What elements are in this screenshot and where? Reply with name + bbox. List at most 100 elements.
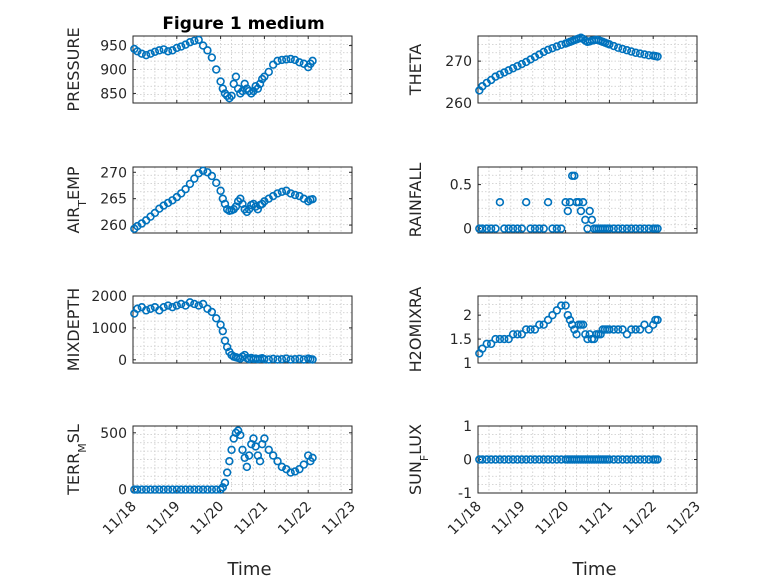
data-point [216, 485, 225, 494]
data-point [508, 64, 518, 73]
data-point [565, 315, 575, 325]
data-point [640, 50, 649, 59]
data-point [513, 455, 522, 464]
data-point [543, 198, 553, 207]
data-point [308, 355, 317, 364]
data-point [308, 56, 317, 66]
x-tick-label: 11/18 [445, 499, 485, 539]
data-point [247, 89, 256, 98]
data-point [535, 224, 544, 233]
y-axis-label: THETA [406, 44, 425, 96]
data-point [268, 354, 278, 364]
data-point [249, 434, 258, 443]
data-point [231, 428, 241, 438]
data-point [172, 485, 182, 494]
data-point [290, 467, 300, 476]
data-point [222, 342, 232, 352]
data-point [500, 455, 509, 464]
data-point [146, 485, 155, 494]
data-point [212, 65, 221, 74]
data-point [585, 206, 594, 216]
y-axis-label: MIXDEPTH [64, 288, 83, 371]
data-point [478, 224, 487, 233]
data-point [260, 434, 269, 443]
y-tick-label: 950 [100, 39, 127, 55]
data-point [137, 485, 146, 494]
data-series [130, 166, 317, 233]
data-point [495, 198, 505, 207]
y-tick-label: 1 [463, 356, 472, 372]
data-point [150, 485, 160, 494]
data-point [176, 42, 186, 51]
data-point [194, 35, 203, 45]
y-axis-label: SUNFLUX [406, 424, 431, 495]
x-tick-label: 11/18 [100, 499, 140, 539]
data-point [295, 464, 304, 474]
subplot-air-temp: 260 265 270 AIRTEMP [64, 165, 353, 234]
data-point [207, 53, 217, 62]
data-point [176, 299, 186, 309]
data-point [236, 430, 245, 440]
data-point [227, 91, 236, 101]
data-point [605, 224, 614, 233]
data-point [185, 179, 195, 189]
data-point [539, 47, 548, 57]
data-point [212, 178, 221, 188]
y-axis-label: H2OMIXRA [406, 287, 425, 373]
y-tick-label: 1 [463, 419, 472, 435]
data-point [648, 320, 658, 329]
data-point [517, 224, 526, 233]
data-point [526, 455, 535, 464]
y-axis-label: TERRMSL [64, 424, 89, 496]
data-point [486, 224, 496, 233]
data-point [635, 49, 645, 58]
data-point [168, 46, 177, 55]
data-point [557, 224, 566, 233]
data-point [557, 301, 566, 310]
data-point [181, 184, 190, 194]
data-point [268, 451, 278, 460]
data-point [255, 79, 265, 89]
data-point [277, 187, 287, 197]
data-point [605, 455, 614, 464]
data-point [159, 45, 168, 54]
data-point [190, 36, 199, 45]
data-point [190, 299, 199, 309]
data-point [194, 301, 203, 310]
data-point [168, 485, 177, 494]
data-point [181, 40, 190, 49]
data-point [198, 485, 208, 494]
data-point [500, 224, 509, 233]
axes-box [132, 295, 353, 364]
data-point [308, 453, 317, 462]
data-point [290, 190, 300, 200]
data-point [644, 325, 654, 334]
data-point [570, 325, 579, 334]
data-point [225, 457, 234, 466]
data-point [526, 325, 535, 334]
data-point [631, 224, 640, 233]
data-point [277, 354, 287, 364]
data-point [218, 483, 227, 492]
data-point [605, 40, 614, 49]
data-point [535, 455, 544, 464]
data-point [627, 325, 636, 334]
data-series [475, 455, 662, 464]
data-point [500, 68, 509, 77]
data-point [225, 94, 234, 103]
data-point [495, 334, 505, 344]
data-series [130, 35, 317, 103]
data-point [150, 208, 160, 218]
data-point [561, 198, 570, 207]
data-point [251, 82, 260, 91]
data-point [548, 224, 557, 233]
data-series [130, 298, 317, 364]
data-point [552, 42, 562, 51]
data-point [521, 198, 531, 207]
data-point [295, 58, 304, 67]
data-point [264, 355, 273, 364]
data-point [563, 310, 572, 320]
data-point [508, 224, 518, 233]
data-point [242, 462, 252, 472]
chart-title: Figure 1 medium [162, 14, 324, 34]
